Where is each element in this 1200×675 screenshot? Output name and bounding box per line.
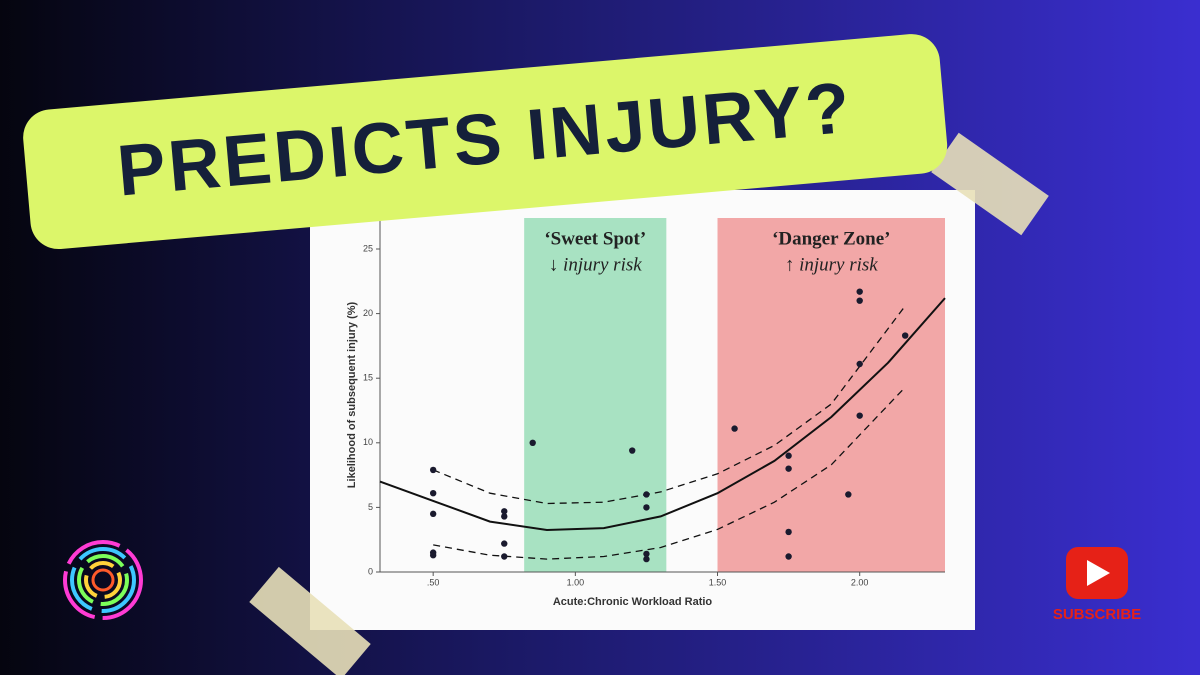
data-point xyxy=(643,491,650,498)
zone-band xyxy=(524,218,667,572)
y-tick-label: 0 xyxy=(368,566,373,576)
data-point xyxy=(501,553,508,560)
y-tick-label: 5 xyxy=(368,502,373,512)
data-point xyxy=(785,528,792,536)
play-icon[interactable] xyxy=(1087,560,1110,586)
data-point xyxy=(856,297,863,304)
data-point xyxy=(643,555,650,563)
confidence-curve xyxy=(433,386,906,560)
data-point xyxy=(529,439,536,447)
zone-band xyxy=(717,218,945,572)
zone-label: ‘Sweet Spot’ xyxy=(544,228,646,249)
x-tick-label: .50 xyxy=(427,577,440,587)
data-point xyxy=(429,466,437,474)
data-point xyxy=(501,540,508,547)
data-point xyxy=(901,332,909,339)
tape xyxy=(931,132,1049,236)
y-tick-label: 10 xyxy=(363,437,373,447)
data-point xyxy=(785,465,792,472)
y-tick-label: 25 xyxy=(363,243,373,253)
tape xyxy=(249,566,371,675)
data-point xyxy=(501,508,508,515)
banner-background xyxy=(23,34,948,250)
fit-curve xyxy=(379,297,946,532)
subscribe-label[interactable]: SUBSCRIBE xyxy=(1053,606,1141,623)
data-point xyxy=(643,504,650,511)
subscribe-button[interactable]: SUBSCRIBE xyxy=(1053,547,1141,623)
y-tick-label: 15 xyxy=(363,373,373,383)
plot: ‘Sweet Spot’ ↓ injury risk ‘Danger Zone’ ↑ … xyxy=(346,218,946,608)
data-point xyxy=(731,425,738,432)
x-tick-label: 2.00 xyxy=(851,577,869,587)
data-point xyxy=(785,452,792,459)
data-point xyxy=(643,550,650,558)
zone-label: ‘Danger Zone’ xyxy=(772,228,890,249)
data-point xyxy=(429,552,437,559)
data-point xyxy=(429,489,437,497)
data-point xyxy=(785,553,792,560)
x-tick-label: 1.00 xyxy=(567,577,585,587)
zone-sublabel: ↑ injury risk xyxy=(785,254,878,275)
x-tick-label: 1.50 xyxy=(709,577,727,587)
x-axis-label: Acute:Chronic Workload Ratio xyxy=(553,596,713,608)
data-point xyxy=(845,491,852,498)
logo xyxy=(63,540,143,620)
confidence-curve xyxy=(432,305,906,505)
data-point xyxy=(501,513,508,520)
data-point xyxy=(429,510,437,518)
y-axis-label: Likelihood of subsequent injury (%) xyxy=(346,301,358,488)
y-tick-label: 20 xyxy=(363,308,373,318)
data-point xyxy=(856,412,863,419)
zone-sublabel: ↓ injury risk xyxy=(549,254,642,275)
data-point xyxy=(856,360,863,368)
data-point xyxy=(629,447,636,454)
data-point xyxy=(856,288,863,295)
